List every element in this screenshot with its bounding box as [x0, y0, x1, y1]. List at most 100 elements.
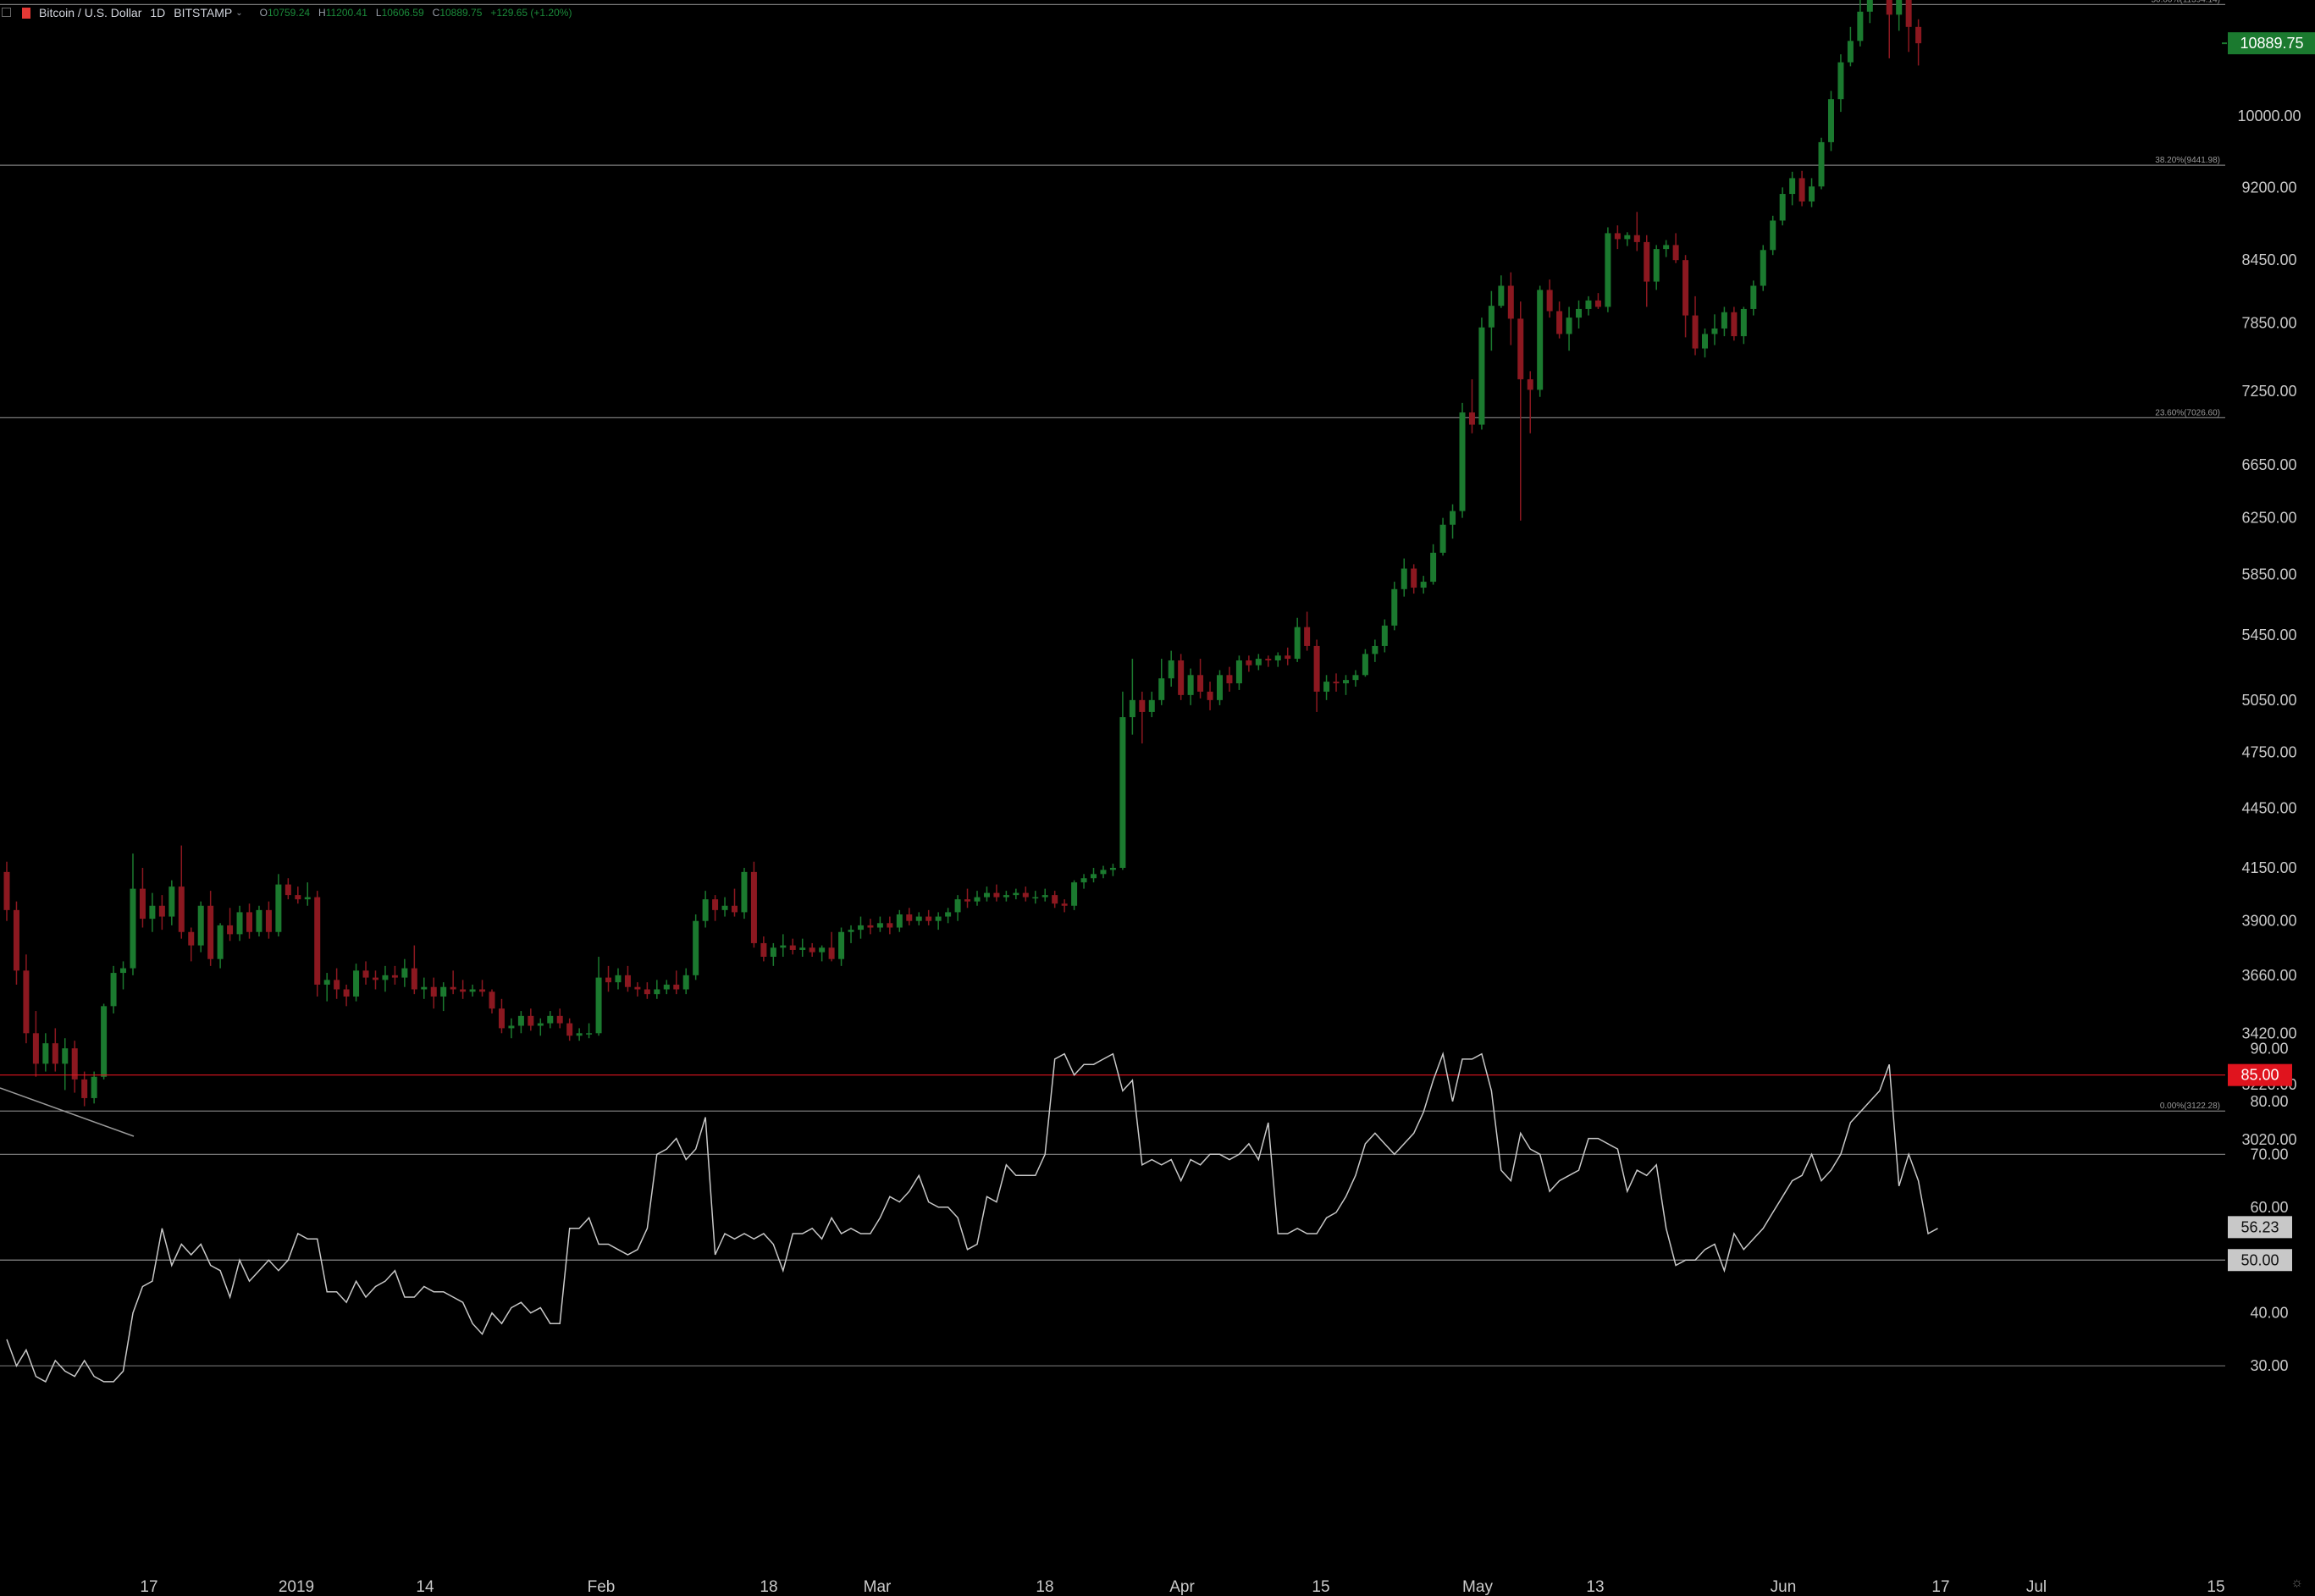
- candle-body: [1041, 895, 1048, 897]
- candle-body: [101, 1006, 108, 1077]
- candle-body: [1285, 655, 1291, 660]
- candle-body: [1003, 895, 1009, 897]
- fib-level-label: 50.00%(11394.14): [2151, 0, 2220, 4]
- candle-body: [1313, 645, 1320, 692]
- candle-body: [1061, 903, 1068, 906]
- candle-body: [906, 914, 913, 921]
- candle-body: [799, 947, 806, 950]
- candle-body: [1905, 0, 1912, 27]
- candle-body: [382, 975, 389, 980]
- candle-body: [343, 989, 350, 997]
- trend-line[interactable]: [0, 1087, 135, 1137]
- price-tick-label: 4150.00: [2241, 859, 2296, 876]
- bitstamp-logo-icon: [22, 7, 30, 19]
- settings-gear-icon[interactable]: ☼: [2290, 1576, 2303, 1590]
- candle-body: [1517, 318, 1524, 379]
- price-tick-label: 3900.00: [2241, 913, 2296, 930]
- time-tick-label: Feb: [588, 1578, 616, 1596]
- candle-body: [819, 947, 826, 953]
- time-tick-label: 17: [1931, 1578, 1949, 1596]
- price-tick-label: 9200.00: [2241, 179, 2296, 196]
- time-tick-label: 18: [1036, 1578, 1053, 1596]
- candle-body: [265, 909, 272, 932]
- interval-label[interactable]: 1D: [150, 6, 166, 19]
- candle-body: [1372, 645, 1379, 654]
- candle-body: [71, 1048, 78, 1080]
- candle-body: [1401, 568, 1407, 589]
- candle-body: [1682, 260, 1689, 316]
- rsi-axis[interactable]: 30.00 40.00 50.00 60.00 70.00 80.00 90.00 85.00…: [2228, 1040, 2292, 1374]
- candle-body: [275, 884, 282, 932]
- candle-body: [1672, 245, 1679, 261]
- price-tick-label: 5850.00: [2241, 566, 2296, 583]
- candle-body: [1837, 62, 1844, 100]
- candle-body: [615, 975, 622, 983]
- candle-body: [673, 984, 680, 990]
- chevron-down-icon[interactable]: ⌄: [235, 8, 243, 18]
- rsi-current-label: 56.23: [2240, 1218, 2279, 1235]
- candle-body: [693, 920, 699, 975]
- time-tick-label: May: [1462, 1578, 1493, 1596]
- candle-body: [712, 899, 719, 910]
- candle-body: [62, 1048, 69, 1064]
- candle-body: [1274, 655, 1281, 660]
- candle-body: [362, 970, 369, 978]
- candle-body: [391, 975, 398, 978]
- candle-body: [1411, 568, 1417, 588]
- candle-body: [1809, 186, 1815, 202]
- candle-body: [1197, 675, 1204, 692]
- candle-body: [1158, 678, 1165, 700]
- symbol-name[interactable]: Bitcoin / U.S. Dollar: [39, 6, 142, 19]
- expand-icon[interactable]: [2, 8, 11, 17]
- candle-body: [1352, 675, 1359, 681]
- candle-body: [1798, 178, 1805, 202]
- candle-body: [1779, 194, 1786, 221]
- candle-body: [1866, 0, 1873, 12]
- candle-body: [1168, 660, 1174, 679]
- candle-body: [896, 914, 903, 928]
- candle-body: [1207, 691, 1213, 700]
- price-tick-label: 4450.00: [2241, 800, 2296, 817]
- candle-body: [1468, 412, 1475, 425]
- candle-body: [1915, 26, 1922, 44]
- price-axis[interactable]: 3020.003220.003420.003660.003900.004150.…: [2222, 0, 2315, 1148]
- candle-body: [1827, 99, 1834, 142]
- time-axis[interactable]: 17 2019 14 Feb 18 Mar 18 Apr 15 May 13 Jun 17 Jul 15: [140, 1578, 2224, 1596]
- exchange-label[interactable]: BITSTAMP: [174, 6, 233, 19]
- candle-body: [1886, 0, 1892, 15]
- fibonacci-retracement[interactable]: 61.80%(13346.30)50.00%(11394.14)38.20%(9…: [0, 0, 2225, 1112]
- candle-body: [411, 968, 417, 990]
- candle-body: [1139, 699, 1146, 712]
- candle-body: [52, 1043, 58, 1064]
- candle-body: [1896, 0, 1903, 15]
- candle-body: [498, 1008, 505, 1029]
- candle-body: [81, 1079, 88, 1098]
- candle-body: [1235, 660, 1242, 684]
- candle-body: [440, 986, 447, 997]
- rsi-overbought-label-bg: [2228, 1063, 2292, 1086]
- price-pane[interactable]: 61.80%(13346.30)50.00%(11394.14)38.20%(9…: [0, 0, 2225, 1137]
- price-tick-label: 6650.00: [2241, 456, 2296, 473]
- candle-body: [1178, 660, 1185, 695]
- candle-body: [3, 871, 10, 910]
- candle-body: [1013, 892, 1019, 896]
- candle-body: [178, 886, 185, 932]
- candle-body: [1148, 699, 1155, 712]
- candle-body: [130, 888, 136, 969]
- price-tick-label: 7250.00: [2241, 383, 2296, 400]
- candle-body: [1789, 178, 1796, 195]
- symbol-header: Bitcoin / U.S. Dollar 1D BITSTAMP ⌄ O107…: [0, 0, 572, 25]
- candle-body: [750, 871, 757, 943]
- candle-body: [517, 1015, 524, 1026]
- candle-body: [227, 925, 234, 935]
- rsi-tick-label: 30.00: [2250, 1357, 2288, 1374]
- candle-body: [1450, 511, 1456, 525]
- price-tick-label: 7850.00: [2241, 315, 2296, 332]
- rsi-pane[interactable]: [0, 1051, 2225, 1383]
- candle-body: [1624, 235, 1631, 240]
- candle-body: [809, 947, 815, 953]
- candle-body: [1439, 524, 1446, 553]
- candle-body: [23, 970, 30, 1034]
- candle-body: [246, 912, 252, 932]
